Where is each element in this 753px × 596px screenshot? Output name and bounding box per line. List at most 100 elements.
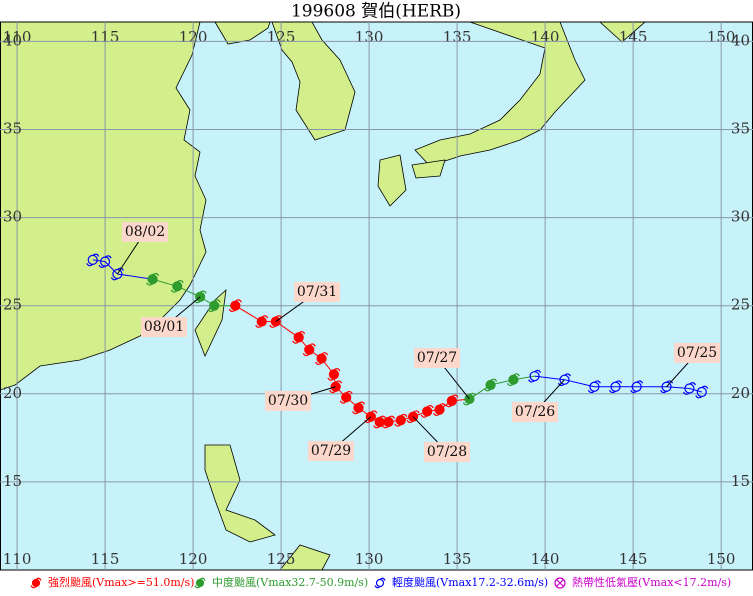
- typhoon-symbol: [630, 380, 644, 394]
- date-label: 07/25: [677, 345, 717, 361]
- date-label-box: [308, 441, 354, 461]
- legend-label: 強烈颱風(Vmax>=51.0m/s): [48, 575, 194, 589]
- track-point: [147, 274, 158, 285]
- legend-symbol: [375, 578, 385, 588]
- track-point: [508, 374, 519, 385]
- lat-label: 15: [731, 472, 750, 490]
- lon-label: 140: [531, 28, 560, 46]
- date-label: 07/26: [515, 404, 555, 420]
- date-label-box: [424, 442, 470, 462]
- track-segment: [104, 261, 118, 275]
- legend-symbol: [195, 578, 205, 588]
- typhoon-symbol: [207, 299, 221, 313]
- typhoon-symbol: [660, 380, 674, 394]
- track-segment: [666, 386, 690, 390]
- date-label: 07/28: [427, 444, 467, 460]
- track-segment: [117, 273, 153, 280]
- lat-label: 25: [731, 296, 750, 314]
- lon-label: 125: [267, 550, 296, 568]
- lat-label: 30: [731, 208, 750, 226]
- lat-label: 35: [731, 119, 750, 137]
- typhoon-symbol: [406, 410, 420, 424]
- typhoon-symbol: [506, 373, 520, 387]
- title: 199608 賀伯(HERB): [291, 2, 461, 22]
- track-point: [316, 353, 327, 364]
- date-label-box: [265, 391, 311, 411]
- track-segment: [235, 305, 262, 322]
- track-point: [485, 379, 496, 391]
- typhoon-symbol: [228, 299, 242, 313]
- lon-label: 130: [355, 28, 384, 46]
- typhoon-symbol: [587, 380, 601, 394]
- typhoon-symbol: [484, 378, 498, 392]
- track-segment: [689, 388, 702, 393]
- lat-label: 15: [3, 472, 22, 490]
- typhoon-symbol: [682, 382, 696, 395]
- typhoon-symbol: [695, 385, 709, 399]
- track-point: [383, 416, 394, 428]
- track-point: [341, 392, 352, 403]
- legend-symbol: [30, 577, 42, 589]
- date-label: 07/29: [311, 443, 351, 459]
- typhoon-symbol: [557, 373, 572, 387]
- legend-label: 輕度颱風(Vmax17.2-32.6m/s): [392, 575, 548, 589]
- legend-symbol: [374, 577, 386, 589]
- lon-label: 115: [91, 28, 120, 46]
- typhoon-symbol: [445, 394, 459, 408]
- legend-symbol: [31, 578, 41, 588]
- lon-label: 110: [3, 550, 32, 568]
- lon-label: 115: [91, 550, 120, 568]
- track-point: [293, 332, 304, 343]
- track-point: [256, 316, 267, 327]
- lat-label: 25: [3, 296, 22, 314]
- track-point: [395, 415, 406, 426]
- lon-label: 125: [267, 28, 296, 46]
- track-point: [353, 402, 364, 413]
- typhoon-symbol: [255, 315, 269, 328]
- date-label-box: [122, 222, 168, 242]
- typhoon-symbol: [146, 272, 160, 286]
- legend-label: 熱帶性低氣壓(Vmax<17.2m/s): [572, 575, 731, 589]
- date-label: 08/01: [144, 319, 184, 335]
- date-label: 07/27: [417, 350, 457, 366]
- typhoon-symbol: [86, 253, 100, 267]
- lon-label: 150: [707, 550, 736, 568]
- typhoon-symbol: [608, 380, 623, 394]
- legend-symbol: [554, 577, 566, 589]
- lat-label: 35: [3, 119, 22, 137]
- typhoon-symbol: [339, 390, 353, 404]
- track-point: [374, 416, 385, 428]
- lat-label: 20: [3, 384, 22, 402]
- typhoon-symbol: [292, 331, 306, 344]
- lat-label: 40: [3, 31, 22, 49]
- lon-label: 145: [619, 28, 648, 46]
- typhoon-symbol: [315, 352, 329, 365]
- date-label-box: [294, 282, 340, 302]
- typhoon-symbol: [364, 410, 378, 424]
- typhoon-symbol: [381, 415, 396, 429]
- lat-label: 30: [3, 208, 22, 226]
- typhoon-symbol: [98, 255, 112, 269]
- track-segment: [564, 379, 595, 388]
- typhoon-symbol: [352, 401, 366, 415]
- legend-symbol: [194, 577, 206, 589]
- lon-label: 130: [355, 550, 384, 568]
- land: [0, 21, 647, 571]
- typhoon-symbol: [462, 392, 476, 406]
- lat-label: 20: [731, 384, 750, 402]
- lon-label: 140: [531, 550, 560, 568]
- lon-label: 145: [619, 550, 648, 568]
- typhoon-symbol: [432, 403, 447, 417]
- track-point: [230, 300, 241, 311]
- date-label-box: [674, 343, 720, 363]
- date-label-box: [512, 402, 558, 422]
- typhoon-symbol: [528, 369, 542, 383]
- typhoon-symbol: [327, 368, 341, 381]
- track-point: [434, 404, 445, 415]
- track-point: [446, 395, 457, 406]
- typhoon-symbol: [420, 405, 434, 418]
- legend-symbol: [556, 579, 564, 587]
- date-label: 07/31: [297, 284, 337, 300]
- date-label-box: [141, 317, 187, 337]
